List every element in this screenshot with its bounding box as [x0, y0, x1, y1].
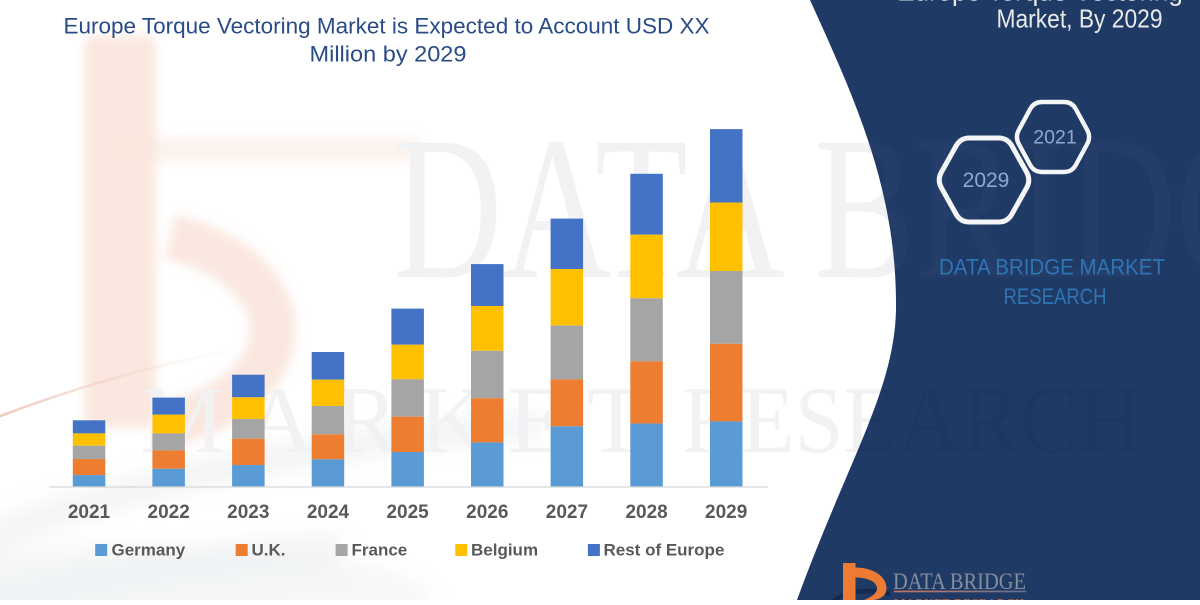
svg-text:DATA BRIDGE MARKET: DATA BRIDGE MARKET [939, 255, 1165, 280]
svg-text:2029: 2029 [705, 502, 747, 523]
svg-text:2028: 2028 [625, 502, 667, 523]
svg-text:U.K.: U.K. [252, 541, 286, 560]
svg-text:DATA BRIDGE: DATA BRIDGE [893, 569, 1026, 594]
svg-text:2025: 2025 [386, 502, 429, 523]
svg-text:2023: 2023 [227, 502, 269, 523]
svg-text:Germany: Germany [112, 541, 186, 560]
svg-text:Belgium: Belgium [471, 541, 538, 560]
svg-text:MARKET RESEARCH: MARKET RESEARCH [894, 597, 1024, 601]
svg-text:2024: 2024 [307, 502, 350, 523]
svg-text:Europe Torque Vectoring: Europe Torque Vectoring [897, 0, 1183, 7]
svg-text:2021: 2021 [68, 502, 111, 523]
svg-text:2026: 2026 [466, 502, 508, 523]
svg-text:2022: 2022 [148, 502, 190, 523]
svg-text:Market, By 2029: Market, By 2029 [997, 4, 1163, 34]
svg-text:Rest of Europe: Rest of Europe [604, 541, 725, 560]
svg-text:2027: 2027 [546, 502, 588, 523]
svg-text:2021: 2021 [1033, 127, 1076, 149]
svg-text:2029: 2029 [963, 169, 1010, 192]
svg-text:Europe Torque Vectoring Market: Europe Torque Vectoring Market is Expect… [64, 14, 710, 39]
svg-text:Million by 2029: Million by 2029 [310, 42, 467, 67]
svg-text:RESEARCH: RESEARCH [1004, 284, 1107, 309]
svg-text:France: France [352, 541, 408, 560]
